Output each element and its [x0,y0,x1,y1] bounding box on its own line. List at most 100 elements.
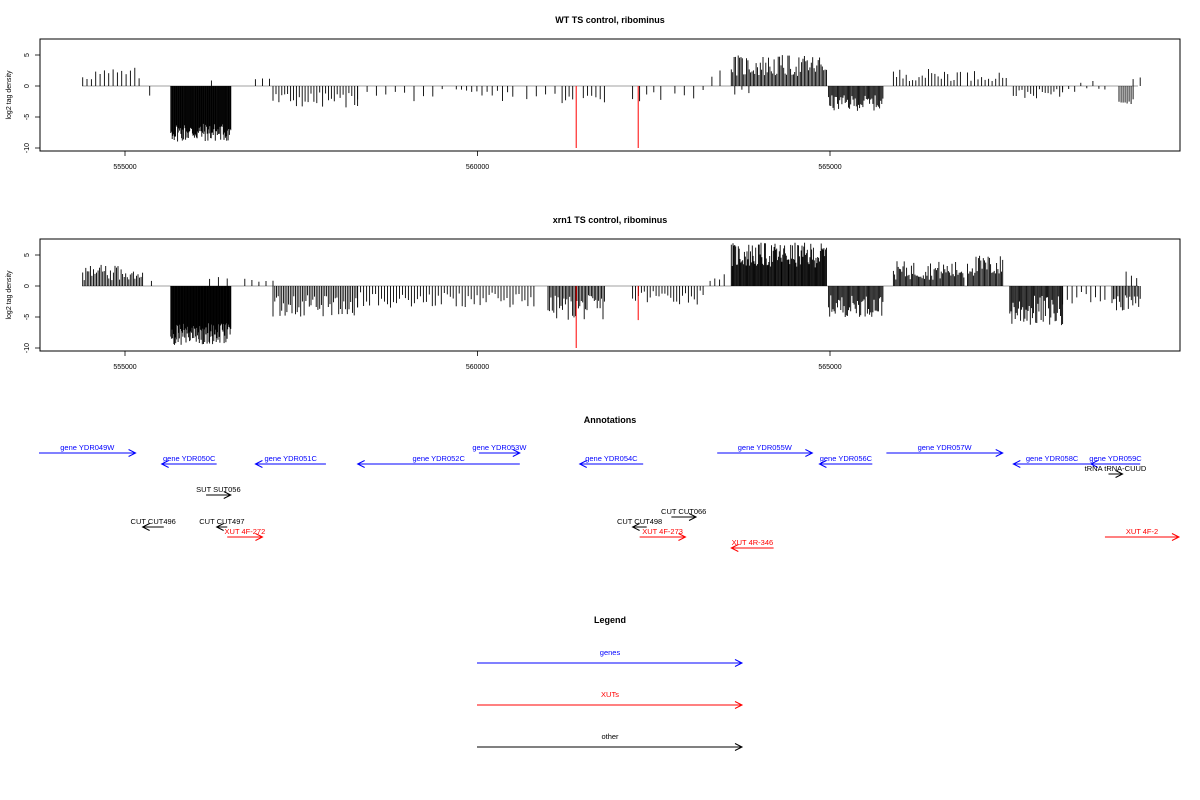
feature-label: gene YDR050C [163,454,216,463]
feature-label: gene YDR054C [585,454,638,463]
arrowhead [730,544,739,552]
annotation-features: gene YDR049W gene YDR050C gene YDR051C gene… [38,443,1181,552]
arrowhead [1089,460,1099,468]
feature-label: gene YDR053W [472,443,527,452]
wt-y-axis: -10 -5 0 5 [24,53,41,153]
xrn1-track-title: xrn1 TS control, ribominus [553,215,668,225]
annotation-feature: SUT SUT056 [196,485,241,499]
x-tick-label: 555000 [113,164,136,171]
legend-entry: genes [477,648,744,667]
feature-label: gene YDR057W [918,443,973,452]
feature-label: XUT 4F-272 [225,527,266,536]
y-tick-label: -5 [24,314,31,320]
feature-label: gene YDR058C [1026,454,1079,463]
legend-entries: genes XUTs other [477,648,744,751]
annotation-feature: gene YDR053W [472,443,527,457]
annotation-feature: gene YDR057W [886,443,1004,457]
arrowhead [215,523,224,531]
annotation-feature: CUT CUT496 [131,517,176,531]
feature-label: gene YDR051C [264,454,317,463]
annotation-feature: tRNA tRNA-CUUD [1085,464,1147,478]
arrowhead [734,659,744,667]
annotations-title: Annotations [584,415,637,425]
annotation-feature: CUT CUT497 [199,517,245,531]
annotation-feature: gene YDR054C [578,454,644,468]
arrowhead [160,460,169,468]
legend-label: genes [600,648,621,657]
feature-label: XUT 4F-273 [642,527,683,536]
feature-label: gene YDR059C [1089,454,1142,463]
arrowhead [631,523,640,531]
annotation-feature: XUT 4F-272 [225,527,266,541]
annotation-feature: XUT 4R-346 [730,538,774,552]
feature-label: tRNA tRNA-CUUD [1085,464,1147,473]
arrowhead [734,701,744,709]
arrowhead [1171,533,1181,541]
legend-label: other [601,732,619,741]
annotation-feature: gene YDR056C [818,454,873,468]
wt-track-panel: WT TS control, ribominus log2 tag densit… [6,15,1181,171]
x-tick-label: 560000 [466,164,489,171]
legend-title: Legend [594,615,626,625]
annotation-feature: CUT CUT498 [617,517,662,531]
feature-label: gene YDR056C [820,454,873,463]
arrowhead [818,460,827,468]
y-tick-label: -10 [24,143,31,153]
arrowhead [678,533,687,541]
xrn1-y-axis-label: log2 tag density [6,270,13,320]
arrowhead [141,523,150,531]
arrowhead [995,449,1004,457]
xrn1-x-axis: 555000 560000 565000 [113,350,842,371]
arrowhead [1012,460,1021,468]
wt-x-axis: 555000 560000 565000 [113,150,842,171]
feature-label: gene YDR049W [60,443,115,452]
xrn1-track-panel: xrn1 TS control, ribominus log2 tag dens… [6,215,1181,371]
x-tick-label: 565000 [818,164,841,171]
xrn1-y-axis: -10 -5 0 5 [24,253,41,353]
arrowhead [255,533,264,541]
legend-panel: Legend genes XUTs other [477,615,744,751]
y-tick-label: 5 [24,53,31,57]
arrowhead [223,491,232,499]
feature-label: CUT CUT497 [199,517,244,526]
legend-entry: XUTs [477,690,744,709]
arrowhead [734,743,744,751]
feature-label: XUT 4F-2 [1126,527,1158,536]
feature-label: gene YDR055W [738,443,793,452]
y-tick-label: -10 [24,343,31,353]
feature-label: SUT SUT056 [196,485,240,494]
annotation-feature: gene YDR050C [160,454,217,468]
annotation-feature: gene YDR058C [1012,454,1091,468]
arrowhead [356,460,365,468]
x-tick-label: 565000 [818,364,841,371]
wt-track-title: WT TS control, ribominus [555,15,665,25]
arrowhead [688,513,698,521]
annotation-feature: CUT CUT066 [661,507,706,521]
x-tick-label: 555000 [113,364,136,371]
feature-label: CUT CUT498 [617,517,662,526]
arrowhead [805,449,814,457]
y-tick-label: 0 [24,84,31,88]
annotation-feature: XUT 4F-2 [1104,527,1181,541]
xrn1-bars [82,242,1141,348]
legend-label: XUTs [601,690,619,699]
annotation-feature: XUT 4F-273 [639,527,687,541]
wt-y-axis-label: log2 tag density [6,70,13,120]
y-tick-label: 0 [24,284,31,288]
annotation-feature: gene YDR051C [254,454,326,468]
arrowhead [512,449,521,457]
arrowhead [254,460,263,468]
annotation-feature: gene YDR055W [717,443,814,457]
legend-entry: other [477,732,744,751]
annotation-feature: gene YDR049W [38,443,137,457]
arrowhead [1115,470,1124,478]
annotation-feature: gene YDR052C [356,454,520,468]
y-tick-label: 5 [24,253,31,257]
x-tick-label: 560000 [466,364,489,371]
arrowhead [128,449,137,457]
feature-label: gene YDR052C [412,454,465,463]
wt-bars [82,55,1141,148]
y-tick-label: -5 [24,114,31,120]
